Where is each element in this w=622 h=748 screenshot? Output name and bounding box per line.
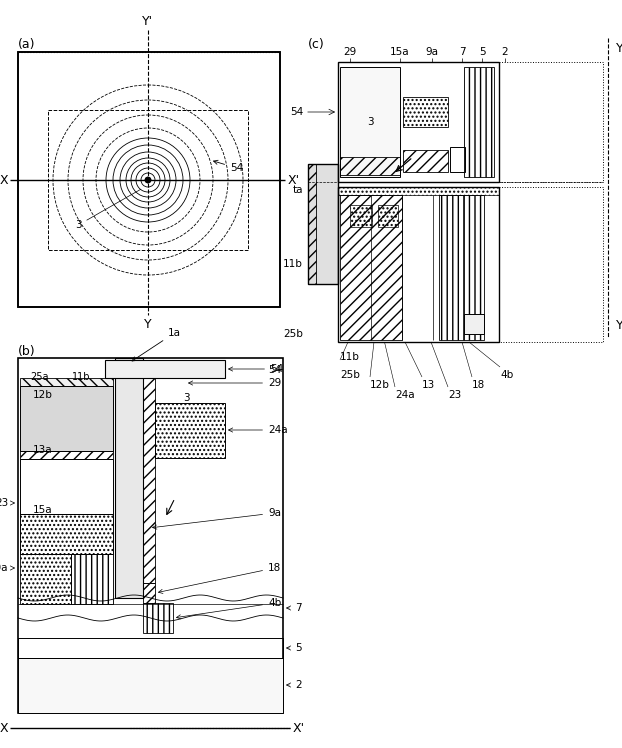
Text: Y: Y bbox=[616, 319, 622, 332]
Bar bbox=[340, 157, 400, 175]
Text: 2: 2 bbox=[502, 47, 508, 57]
Text: 25a: 25a bbox=[30, 372, 49, 382]
Bar bbox=[338, 187, 499, 195]
Bar bbox=[20, 554, 71, 604]
Text: X': X' bbox=[288, 174, 300, 186]
Text: 25b: 25b bbox=[340, 370, 360, 380]
Bar bbox=[378, 205, 398, 227]
Bar bbox=[464, 314, 484, 334]
Text: 25b: 25b bbox=[283, 329, 303, 339]
Text: 7: 7 bbox=[287, 603, 302, 613]
Text: 18: 18 bbox=[472, 380, 485, 390]
Text: 13: 13 bbox=[422, 380, 435, 390]
Bar bbox=[18, 658, 283, 713]
Circle shape bbox=[146, 177, 151, 183]
Bar bbox=[403, 150, 448, 172]
Text: 13a: 13a bbox=[33, 445, 53, 455]
Bar bbox=[20, 378, 113, 386]
Bar bbox=[450, 147, 465, 172]
Bar bbox=[20, 451, 113, 459]
Bar bbox=[105, 360, 225, 378]
Bar bbox=[403, 97, 448, 127]
Text: (a): (a) bbox=[18, 38, 35, 51]
Text: X: X bbox=[0, 174, 8, 186]
Text: 3: 3 bbox=[367, 117, 373, 127]
Bar bbox=[20, 459, 113, 514]
Bar bbox=[18, 52, 280, 307]
Text: (b): (b) bbox=[18, 345, 35, 358]
Text: 9a: 9a bbox=[425, 47, 439, 57]
Bar bbox=[143, 583, 155, 603]
Text: 20a: 20a bbox=[0, 563, 14, 573]
Text: 9a: 9a bbox=[152, 508, 281, 529]
Bar bbox=[338, 187, 499, 342]
Text: X': X' bbox=[293, 722, 305, 735]
Bar bbox=[308, 164, 316, 284]
Bar bbox=[499, 187, 603, 342]
Text: 15a: 15a bbox=[390, 47, 410, 57]
Text: 29: 29 bbox=[188, 378, 281, 388]
Text: Y': Y' bbox=[616, 42, 622, 55]
Text: 23: 23 bbox=[0, 498, 14, 508]
Bar bbox=[340, 195, 402, 340]
Text: 12b: 12b bbox=[370, 380, 390, 390]
Text: (c): (c) bbox=[308, 38, 325, 51]
Text: X: X bbox=[0, 722, 8, 735]
Text: 7: 7 bbox=[458, 47, 465, 57]
Bar bbox=[499, 62, 603, 182]
Text: Y: Y bbox=[144, 318, 152, 331]
Text: 23: 23 bbox=[448, 390, 462, 400]
Text: 29: 29 bbox=[343, 47, 356, 57]
Bar bbox=[18, 52, 280, 307]
Bar bbox=[143, 378, 155, 583]
Text: 11b: 11b bbox=[340, 352, 360, 362]
Text: 3: 3 bbox=[183, 393, 190, 403]
Bar bbox=[18, 358, 283, 713]
Text: 54: 54 bbox=[290, 107, 303, 117]
Bar bbox=[48, 110, 248, 250]
Text: 18: 18 bbox=[159, 563, 281, 593]
Text: 11b: 11b bbox=[72, 372, 90, 382]
Text: 12b: 12b bbox=[33, 390, 53, 400]
Bar bbox=[338, 62, 499, 182]
Text: Y': Y' bbox=[142, 15, 154, 28]
Bar bbox=[20, 386, 113, 451]
Text: 11b: 11b bbox=[283, 259, 303, 269]
Bar bbox=[308, 164, 338, 284]
Text: 4b: 4b bbox=[500, 370, 513, 380]
Text: 4b: 4b bbox=[177, 598, 281, 619]
Bar bbox=[439, 195, 484, 340]
Text: 24a: 24a bbox=[228, 425, 287, 435]
Bar bbox=[340, 67, 400, 177]
Text: 54: 54 bbox=[228, 364, 283, 374]
Text: 5: 5 bbox=[287, 643, 302, 653]
Bar bbox=[143, 603, 173, 633]
Text: 3: 3 bbox=[75, 189, 141, 230]
Text: 24a: 24a bbox=[395, 390, 415, 400]
Text: 2: 2 bbox=[287, 680, 302, 690]
Text: 54: 54 bbox=[213, 160, 243, 173]
Text: 5: 5 bbox=[479, 47, 485, 57]
Bar bbox=[18, 638, 283, 658]
Bar bbox=[71, 554, 113, 604]
Bar bbox=[464, 67, 494, 177]
Text: ta: ta bbox=[292, 185, 303, 195]
Text: 1a: 1a bbox=[132, 328, 181, 361]
Bar bbox=[350, 205, 372, 227]
Text: 54: 54 bbox=[268, 365, 281, 375]
Bar bbox=[155, 403, 225, 458]
Text: 15a: 15a bbox=[33, 505, 53, 515]
Bar bbox=[115, 358, 143, 598]
Bar bbox=[20, 514, 113, 554]
